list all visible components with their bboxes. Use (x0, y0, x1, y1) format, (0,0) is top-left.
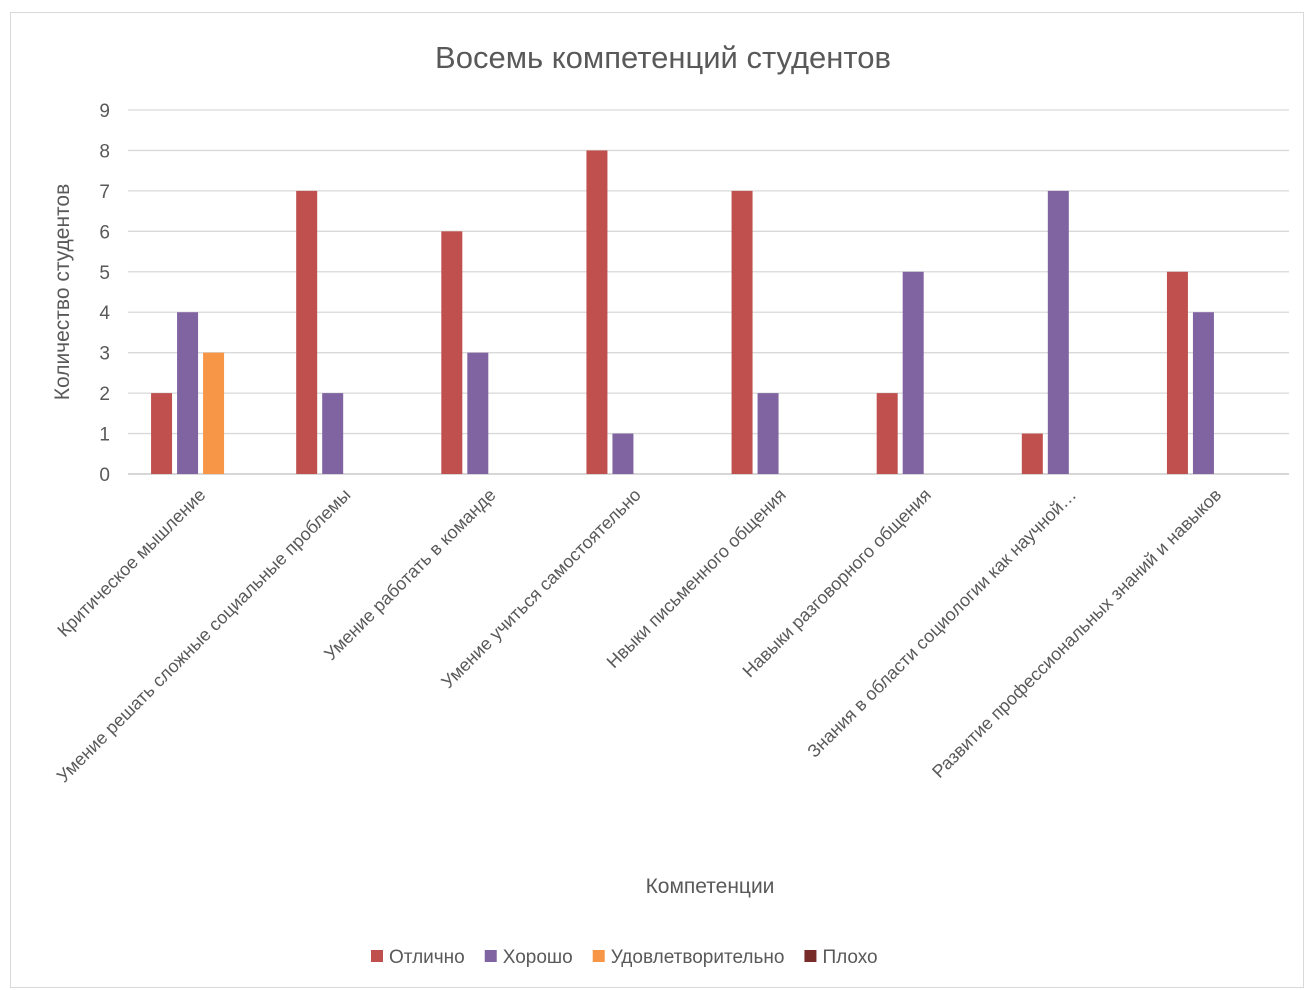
bar (902, 271, 924, 474)
y-tick-label: 6 (99, 222, 110, 243)
legend-swatch (484, 950, 497, 962)
gridlines (128, 109, 1289, 475)
legend-label: Удовлетворительно (611, 947, 785, 968)
chart-title: Восемь компетенций студентов (435, 40, 891, 75)
y-tick-label: 5 (99, 263, 110, 284)
legend-label: Плохо (822, 947, 877, 968)
bar (612, 433, 634, 474)
y-tick-label: 1 (99, 425, 110, 446)
bar (757, 393, 779, 474)
y-tick-label: 3 (99, 344, 110, 365)
y-axis-tick-labels: 0 1 2 3 4 5 6 7 8 9 (99, 101, 110, 486)
x-category-label: Умение решать сложные социальные проблем… (53, 485, 355, 787)
bar (1021, 433, 1043, 474)
y-axis-title: Количество студентов (51, 184, 74, 401)
x-axis-title: Компетенции (646, 875, 775, 898)
y-tick-label: 2 (99, 384, 110, 405)
bar (296, 190, 318, 474)
bar (467, 352, 489, 474)
y-tick-label: 0 (99, 465, 110, 486)
bar (151, 393, 173, 474)
bar (177, 312, 199, 474)
y-tick-label: 7 (99, 182, 110, 203)
legend-swatch (371, 950, 383, 962)
x-category-label: Умение работать в команде (320, 485, 499, 664)
legend-label: Отлично (389, 947, 465, 968)
bar (731, 190, 753, 474)
bars (151, 150, 1214, 474)
legend-label: Хорошо (503, 947, 573, 968)
bar (203, 352, 225, 474)
x-category-label: Знания в области социологии как научной… (803, 485, 1080, 762)
y-tick-label: 8 (99, 141, 110, 162)
chart-area (10, 12, 1304, 988)
bar (586, 150, 608, 474)
bar (322, 393, 344, 474)
x-category-label: Развитие профессиональных знаний и навык… (928, 485, 1225, 782)
bar (876, 393, 898, 474)
legend-swatch (592, 950, 605, 962)
legend: Отлично Хорошо Удовлетворительно Плохо (371, 947, 878, 968)
bar (1192, 312, 1214, 474)
x-category-label: Критическое мышление (53, 485, 209, 641)
y-tick-label: 9 (99, 101, 110, 122)
legend-swatch (804, 950, 817, 962)
bar (441, 231, 463, 474)
bar (1166, 271, 1188, 474)
bar (1047, 190, 1069, 474)
y-tick-label: 4 (99, 303, 110, 324)
